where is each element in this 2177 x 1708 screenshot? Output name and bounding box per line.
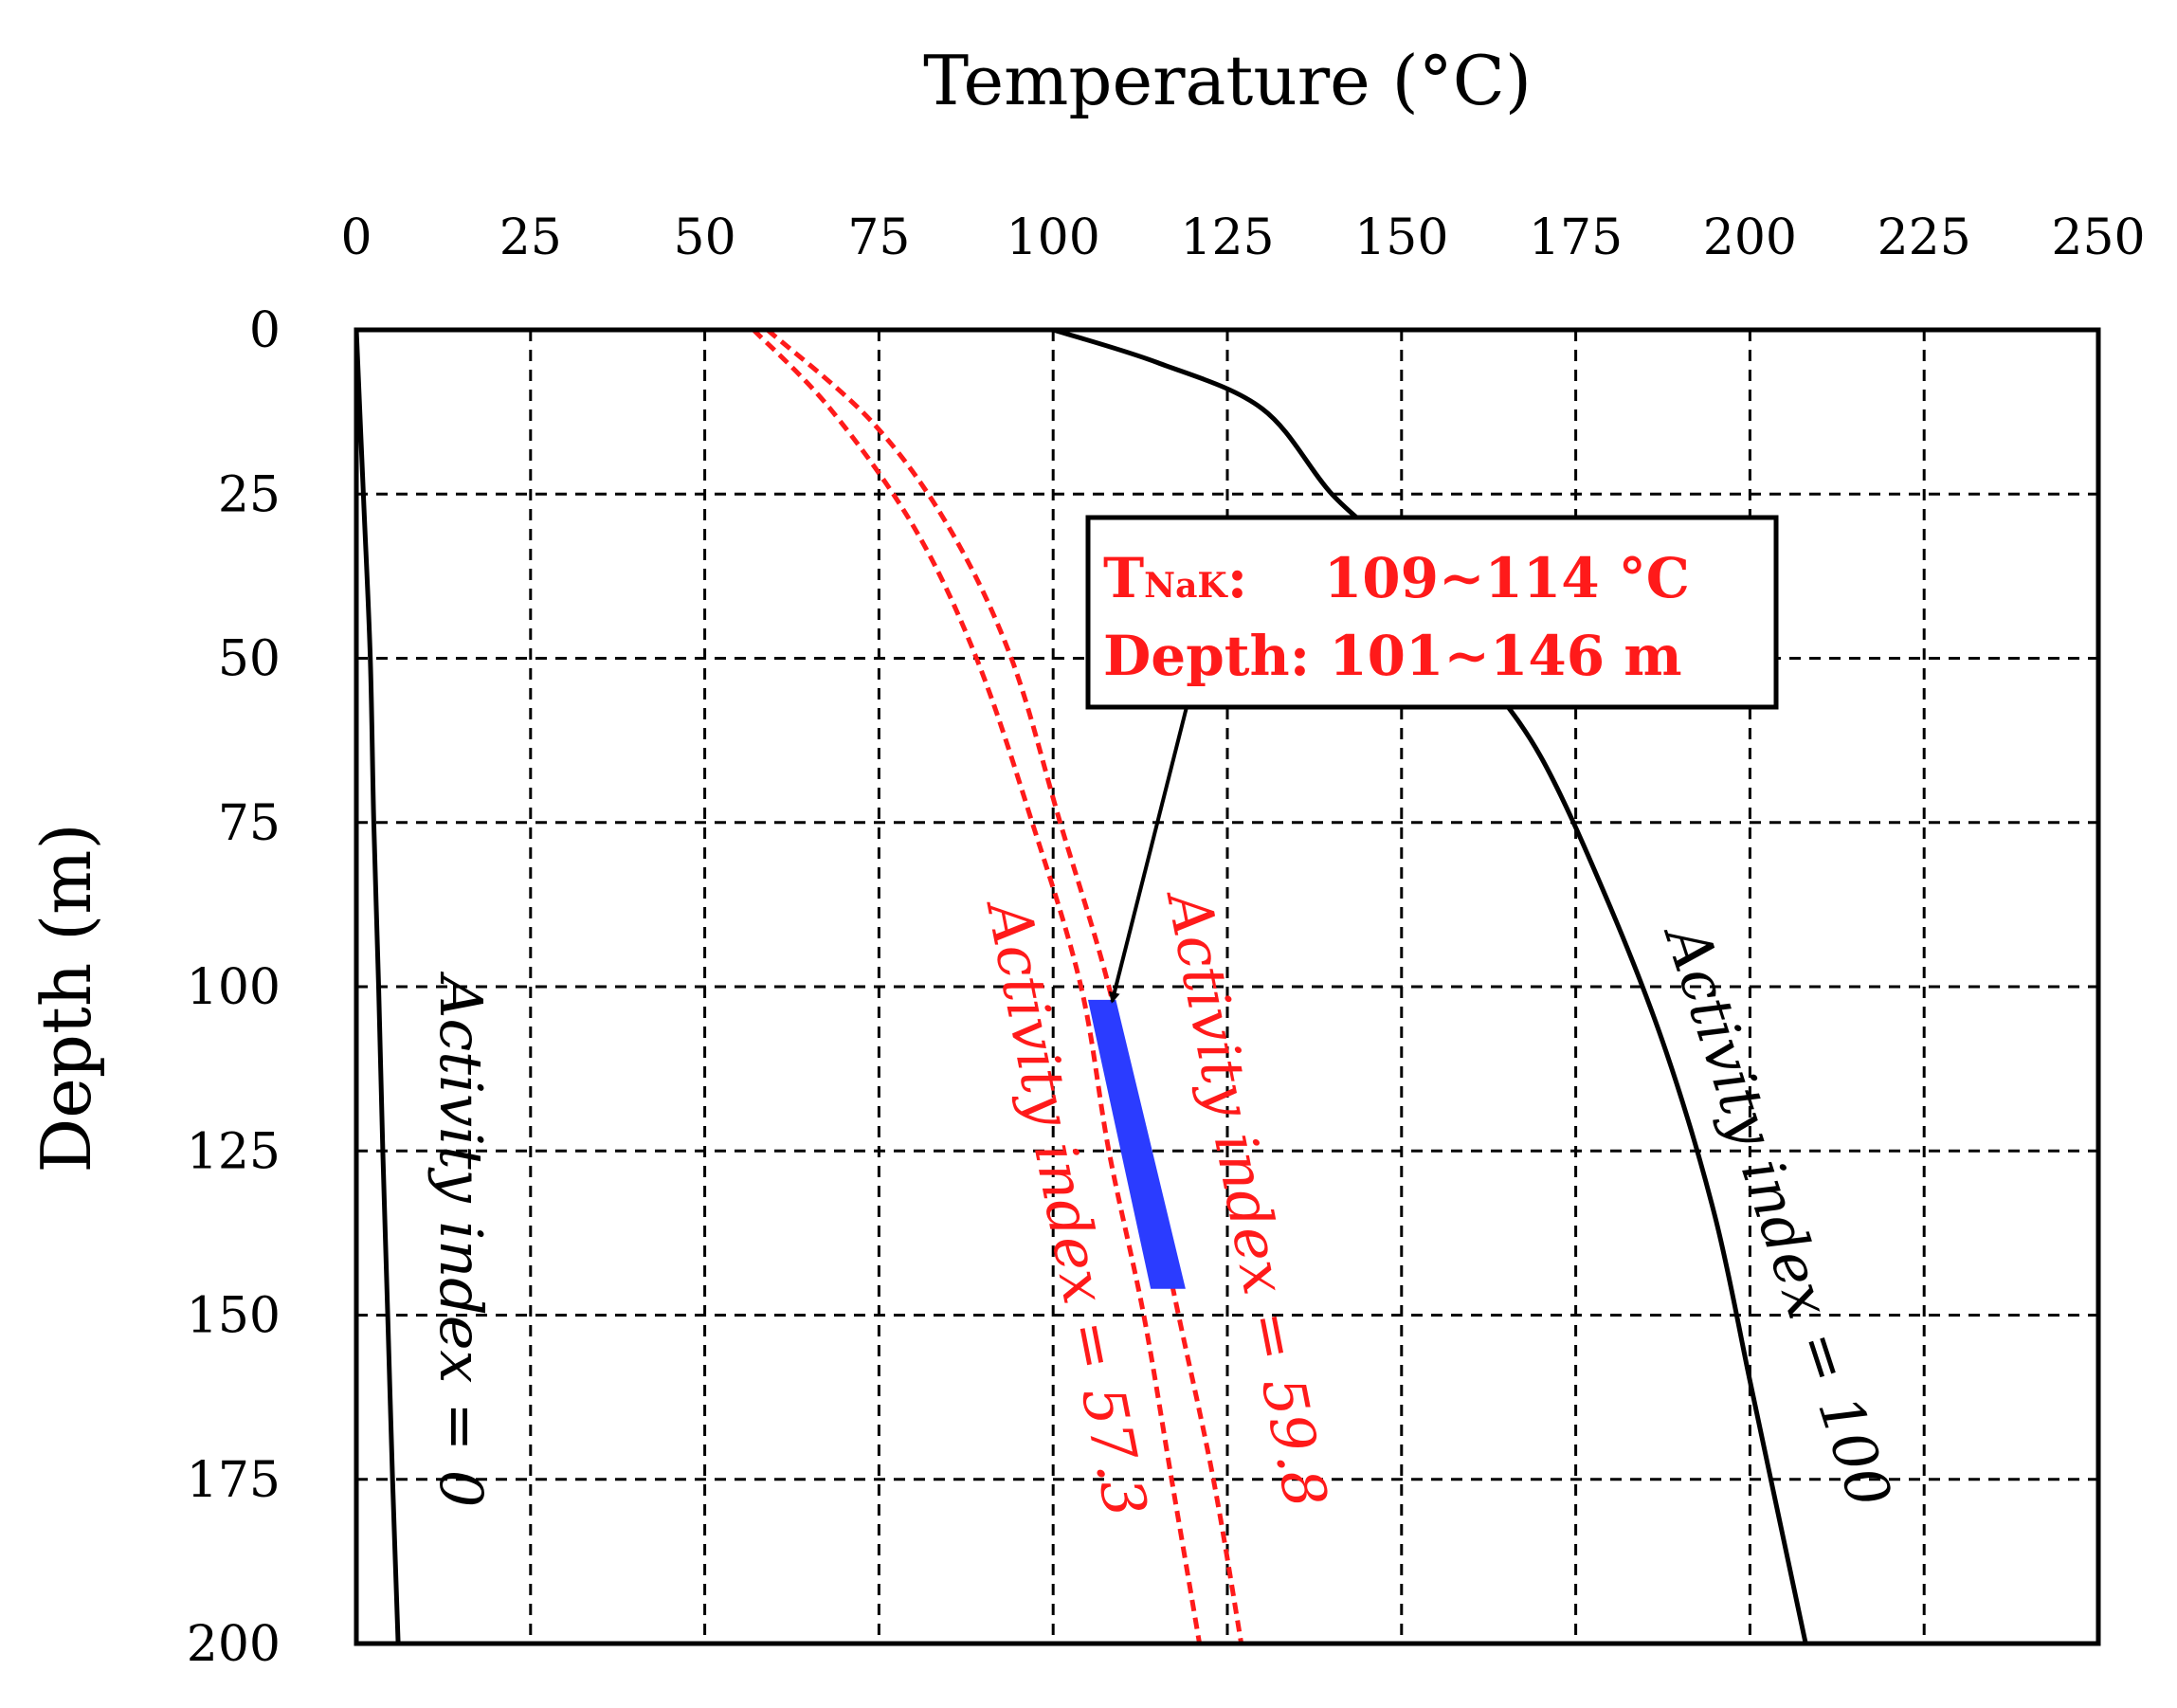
y-tick-label: 50 [218,631,281,688]
y-tick-label: 125 [187,1123,281,1180]
callout-box [1085,515,1779,710]
y-tick-label: 75 [218,795,281,852]
x-tick-label: 125 [1180,209,1274,266]
callout-line-2: Depth: 101∼146 m [1103,624,1682,688]
y-tick-label: 0 [249,302,281,359]
callout-tnak-symbol: T [1103,546,1144,610]
nak-temperature-depth-band [1087,999,1186,1289]
curve-label-activity-59-8: Activity index = 59.8 [1152,881,1340,1513]
x-tick-labels: 0 25 50 75 100 125 150 175 200 225 250 [340,209,2145,266]
series-activity-index-59-8 [766,328,1244,1644]
callout-line-1: TNaK: 109∼114 °C [1103,546,1690,610]
x-tick-label: 250 [2051,209,2145,266]
y-tick-label: 100 [187,959,281,1016]
x-tick-label: 150 [1354,209,1448,266]
x-tick-label: 225 [1878,209,1971,266]
callout: TNaK: 109∼114 °C Depth: 101∼146 m [1085,515,1779,1004]
y-axis-title: Depth (m) [27,823,106,1172]
x-tick-label: 75 [847,209,910,266]
callout-arrow [1109,706,1188,1004]
callout-tnak-subscript: NaK [1144,566,1228,606]
y-tick-label: 25 [218,466,281,523]
x-tick-label: 50 [674,209,736,266]
x-tick-label: 175 [1529,209,1623,266]
y-tick-label: 150 [187,1288,281,1345]
curve-label-activity-0: Activity index = 0 [426,972,496,1508]
callout-temperature-range: : 109∼114 °C [1227,546,1690,610]
x-tick-label: 0 [340,209,372,266]
x-axis-title: Temperature (°C) [923,41,1532,120]
x-tick-label: 25 [499,209,562,266]
y-tick-label: 200 [187,1616,281,1673]
series-activity-index-0 [354,329,401,1644]
x-tick-label: 200 [1703,209,1797,266]
curve-label-activity-100: Activity index = 100 [1650,913,1905,1516]
y-tick-label: 175 [187,1452,281,1509]
series-activity-index-57-3 [752,328,1203,1644]
plot-frame [354,327,2101,1646]
y-tick-labels: 0 25 50 75 100 125 150 175 200 [187,302,281,1673]
curves [354,327,1808,1644]
series-activity-index-100 [1052,327,1808,1644]
x-tick-label: 100 [1007,209,1100,266]
